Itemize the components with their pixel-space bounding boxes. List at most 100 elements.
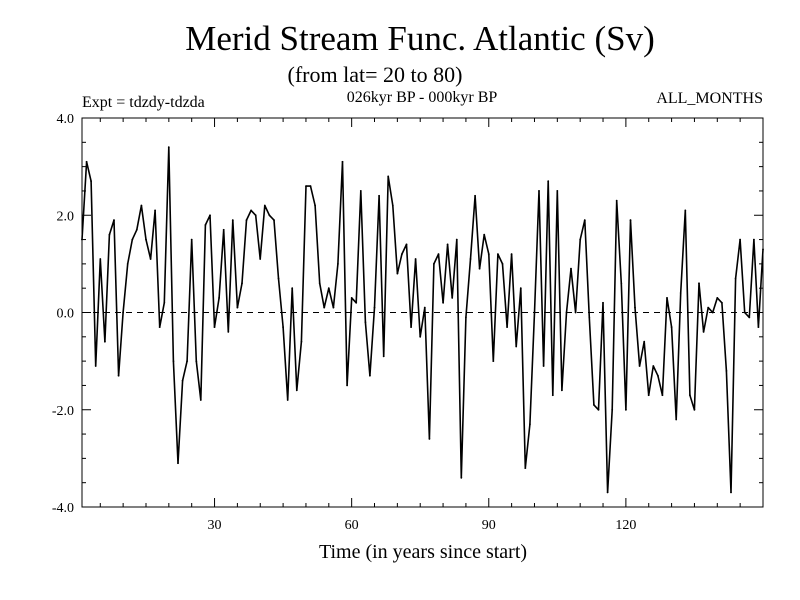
data-point	[122, 311, 124, 314]
data-point	[547, 180, 550, 183]
y-tick-label: 2.0	[57, 209, 75, 224]
data-point	[295, 389, 298, 392]
data-point	[300, 340, 303, 343]
data-point	[241, 282, 243, 285]
data-point	[337, 263, 339, 265]
data-point	[254, 214, 257, 217]
data-point	[483, 233, 486, 236]
data-point	[391, 204, 394, 207]
data-point	[104, 340, 106, 343]
data-point	[378, 194, 380, 197]
data-point	[195, 360, 198, 362]
series-line	[81, 146, 764, 494]
data-point	[135, 228, 138, 231]
data-point	[414, 258, 417, 260]
data-point	[113, 219, 115, 222]
data-point	[570, 267, 572, 270]
data-point	[263, 204, 266, 207]
data-point	[583, 219, 586, 222]
data-point	[405, 243, 408, 246]
data-point	[634, 306, 636, 309]
data-point	[369, 374, 371, 377]
data-point	[711, 311, 714, 314]
data-point	[231, 219, 234, 222]
data-point	[542, 365, 545, 367]
data-point	[145, 238, 147, 241]
data-point	[199, 399, 202, 401]
data-point	[478, 267, 481, 270]
data-point	[734, 277, 737, 280]
data-point	[753, 238, 755, 241]
y-tick-label: -2.0	[52, 404, 74, 419]
data-point	[620, 282, 623, 285]
data-point	[327, 287, 330, 290]
data-point	[698, 282, 700, 285]
chart-subtitle: (from lat= 20 to 80)	[288, 62, 463, 87]
data-point	[615, 199, 618, 202]
data-point	[638, 365, 641, 367]
data-point	[177, 462, 179, 465]
data-point	[721, 301, 723, 304]
data-point	[689, 394, 691, 397]
data-point	[350, 297, 353, 299]
data-point	[218, 297, 221, 299]
plot-frame	[81, 117, 764, 508]
data-point	[140, 204, 143, 207]
experiment-label: Expt = tdzdy-tdzda	[82, 94, 205, 111]
data-point	[154, 209, 157, 212]
data-point	[245, 219, 248, 222]
data-point	[739, 238, 741, 241]
y-tick-label: 4.0	[57, 112, 75, 127]
data-point	[625, 408, 627, 411]
data-point	[743, 311, 746, 314]
data-point	[529, 423, 531, 426]
data-point	[588, 316, 591, 319]
data-point	[492, 360, 495, 362]
data-point	[565, 311, 568, 314]
data-point	[213, 326, 216, 328]
data-point	[597, 408, 600, 411]
data-point	[90, 180, 92, 183]
data-point	[291, 287, 294, 290]
y-tick-label: 0.0	[57, 307, 75, 322]
data-point	[387, 175, 390, 178]
data-point	[707, 306, 710, 309]
data-point	[428, 438, 431, 440]
data-point	[410, 326, 412, 328]
data-point	[314, 204, 316, 207]
data-point	[181, 379, 184, 382]
x-axis-label: Time (in years since start)	[319, 541, 527, 563]
data-point	[684, 209, 687, 212]
data-point	[602, 301, 604, 304]
data-point	[172, 360, 175, 362]
data-point	[657, 374, 659, 377]
data-point	[131, 238, 134, 241]
data-point	[606, 491, 609, 494]
data-point	[465, 316, 467, 319]
data-point	[469, 258, 472, 260]
data-point	[236, 306, 239, 309]
data-point	[725, 370, 728, 372]
data-point	[748, 316, 751, 319]
data-point	[487, 253, 490, 256]
data-point	[277, 277, 280, 280]
data-point	[364, 321, 367, 324]
months-label: ALL_MONTHS	[656, 90, 763, 107]
data-point	[85, 160, 88, 163]
data-point	[501, 263, 504, 265]
data-point	[611, 408, 614, 411]
chart-title: Merid Stream Func. Atlantic (Sv)	[185, 19, 655, 58]
data-point	[437, 253, 440, 256]
x-tick-label: 30	[208, 518, 222, 533]
data-point	[355, 301, 358, 304]
data-point	[332, 306, 335, 309]
data-point	[419, 335, 422, 338]
data-point	[519, 287, 522, 290]
data-point	[273, 219, 275, 222]
data-point	[227, 331, 230, 333]
data-point	[716, 297, 719, 299]
data-point	[341, 160, 344, 163]
period-label: 026kyr BP - 000kyr BP	[347, 89, 498, 106]
data-point	[158, 326, 161, 328]
